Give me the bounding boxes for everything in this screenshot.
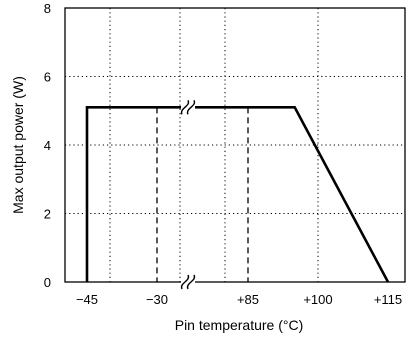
axis-break-gap <box>181 276 195 288</box>
x-tick-label: +100 <box>303 292 332 307</box>
y-tick-label: 4 <box>44 138 51 153</box>
y-tick-label: 6 <box>44 70 51 85</box>
axis-break-mark <box>186 274 196 290</box>
axis-break-mark <box>180 100 190 115</box>
x-tick-label: −30 <box>146 292 168 307</box>
reference-lines <box>156 107 249 282</box>
y-tick-label: 2 <box>44 207 51 222</box>
y-tick-labels: 0 2 4 6 8 <box>44 1 51 290</box>
axis-break-mark <box>180 274 190 290</box>
series <box>85 106 390 283</box>
y-tick-label: 0 <box>44 275 51 290</box>
x-tick-label: +85 <box>237 292 259 307</box>
y-tick-label: 8 <box>44 1 51 16</box>
x-tick-label: −45 <box>76 292 98 307</box>
x-tick-label: +115 <box>374 292 402 307</box>
axis-breaks <box>180 100 196 290</box>
x-tick-labels: −45 −30 +85 +100 +115 <box>76 292 402 307</box>
axis-break-gap <box>181 101 195 114</box>
x-axis-label: Pin temperature (°C) <box>175 317 304 333</box>
plot-frame <box>64 7 406 283</box>
axis-break-mark <box>186 100 196 115</box>
y-axis-label: Max output power (W) <box>10 76 26 214</box>
grid <box>65 8 405 282</box>
series-line <box>85 106 390 283</box>
